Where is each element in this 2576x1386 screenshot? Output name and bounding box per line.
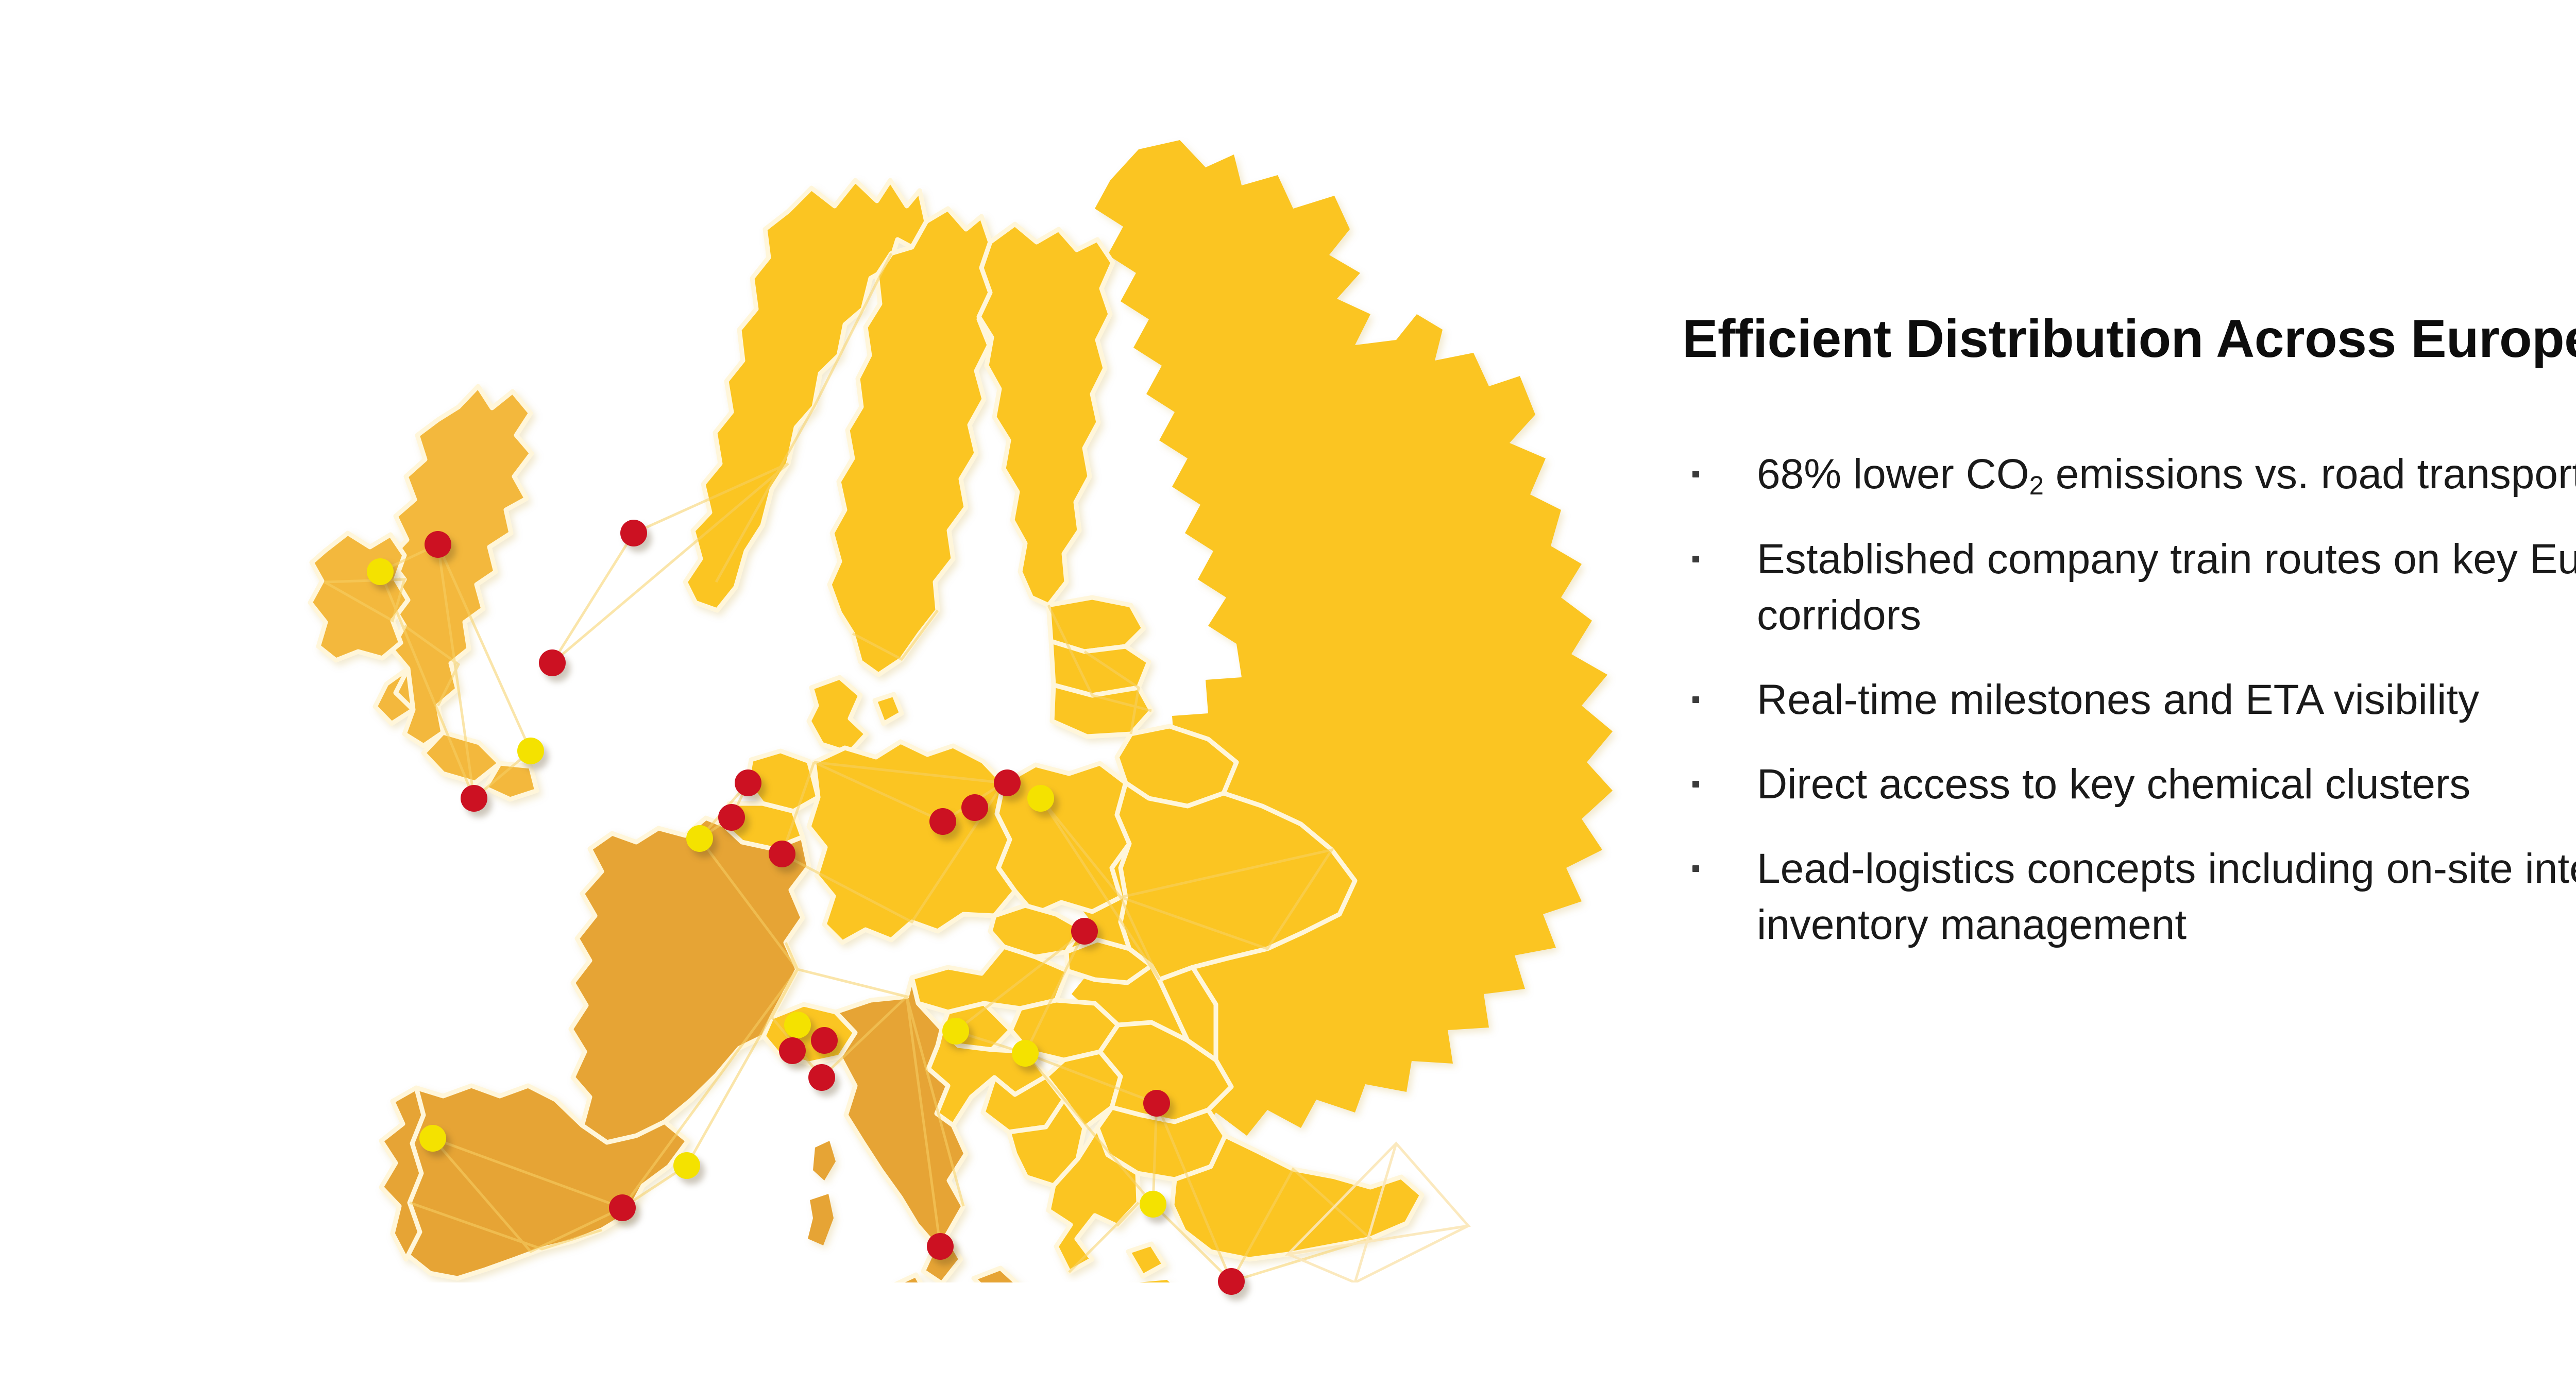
bullet-marker-icon — [1692, 865, 1699, 872]
bullet-item-eta-visibility: Real-time milestones and ETA visibility — [1682, 672, 2576, 728]
map-pin-sweden-south[interactable] — [539, 649, 566, 676]
page-title: Efficient Distribution Across Europe — [1682, 309, 2576, 369]
map-pin-benelux-nl[interactable] — [735, 769, 761, 796]
map-pin-benelux-be[interactable] — [718, 804, 745, 831]
bullet-text: 68% lower CO2 emissions vs. road transpo… — [1757, 451, 2576, 500]
europe-map-svg — [308, 140, 1613, 1282]
bullet-item-chemical-clusters: Direct access to key chemical clusters — [1682, 756, 2576, 812]
map-pin-italy-rome[interactable] — [927, 1233, 954, 1260]
country-france — [568, 815, 811, 1145]
europe-map[interactable] — [170, 118, 1690, 1301]
country-norway — [683, 178, 929, 613]
country-greece — [1046, 1125, 1167, 1279]
bullet-text: Real-time milestones and ETA visibility — [1757, 676, 2480, 723]
map-pin-france-s[interactable] — [673, 1152, 700, 1179]
country-russia — [1066, 140, 1613, 1136]
bullet-item-co2-emissions: 68% lower CO2 emissions vs. road transpo… — [1682, 446, 2576, 502]
map-pin-finland[interactable] — [620, 520, 647, 546]
country-portugal — [379, 1085, 426, 1262]
map-pin-turkey[interactable] — [1218, 1268, 1245, 1295]
map-pin-france-n[interactable] — [686, 825, 713, 852]
island-corsica — [813, 1141, 836, 1180]
map-pin-swiss-s[interactable] — [808, 1064, 835, 1091]
island-crete — [1139, 1280, 1170, 1282]
network-lines-faint — [1284, 1141, 1471, 1282]
country-austria — [909, 944, 1070, 1015]
benefits-bullet-list: 68% lower CO2 emissions vs. road transpo… — [1682, 446, 2576, 952]
map-pin-romania[interactable] — [1143, 1090, 1170, 1117]
map-pin-portugal[interactable] — [419, 1125, 446, 1152]
bullet-marker-icon — [1692, 555, 1699, 562]
map-pin-ireland[interactable] — [367, 558, 394, 585]
map-pin-germany-w[interactable] — [769, 841, 795, 867]
map-pin-poland-w[interactable] — [994, 769, 1021, 796]
bullet-text: Direct access to key chemical clusters — [1757, 760, 2471, 808]
country-germany — [806, 739, 1018, 945]
text-content-panel: Efficient Distribution Across Europe 68%… — [1682, 309, 2576, 953]
map-pin-germany-e[interactable] — [961, 794, 988, 821]
map-pin-slovakia[interactable] — [1071, 918, 1098, 945]
map-pin-swiss-e[interactable] — [811, 1027, 838, 1054]
bullet-marker-icon — [1692, 471, 1699, 478]
country-ireland — [308, 531, 411, 663]
country-spain — [379, 1083, 690, 1281]
country-italy — [833, 975, 1020, 1282]
map-pin-germany-berlin[interactable] — [929, 808, 956, 835]
map-pin-bulgaria[interactable] — [1140, 1191, 1166, 1218]
map-pin-swiss-w[interactable] — [779, 1037, 806, 1064]
map-pin-poland-c[interactable] — [1027, 785, 1054, 812]
map-pin-uk-nw[interactable] — [425, 531, 451, 558]
map-pin-swiss-n[interactable] — [784, 1012, 811, 1038]
map-pin-hungary[interactable] — [1012, 1040, 1039, 1067]
country-lithuania — [1049, 682, 1154, 739]
bullet-item-train-routes: Established company train routes on key … — [1682, 531, 2576, 643]
map-pin-austria[interactable] — [942, 1018, 969, 1045]
map-landmass-group — [308, 140, 1613, 1282]
bullet-marker-icon — [1692, 780, 1699, 788]
country-finland — [976, 221, 1115, 608]
bullet-text: Lead-logistics concepts including on-sit… — [1757, 845, 2576, 948]
bullet-text: Established company train routes on key … — [1757, 535, 2576, 639]
island-sardinia — [808, 1194, 834, 1245]
country-moldova — [1157, 965, 1218, 1063]
country-denmark — [806, 675, 904, 756]
map-pin-uk-se[interactable] — [461, 785, 487, 812]
bullet-marker-icon — [1692, 696, 1699, 703]
map-pin-denmark[interactable] — [517, 738, 544, 764]
map-pin-spain-bcn[interactable] — [609, 1194, 636, 1221]
subscript: 2 — [2029, 470, 2044, 500]
bullet-item-lead-logistics: Lead-logistics concepts including on-sit… — [1682, 841, 2576, 953]
